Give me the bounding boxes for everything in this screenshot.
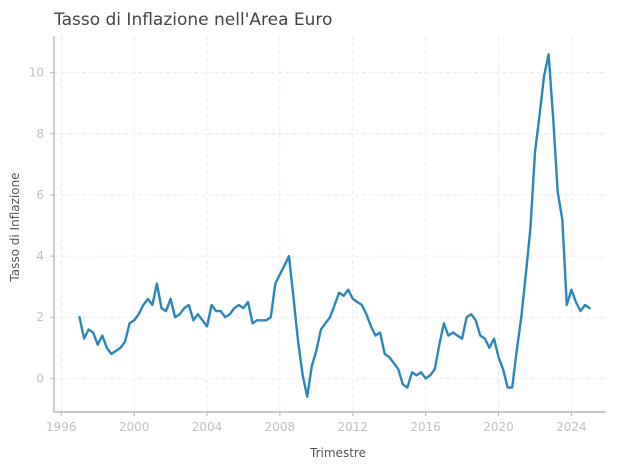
x-tick-label: 2024 <box>556 420 587 434</box>
series <box>78 53 591 398</box>
y-tick-label: 4 <box>36 249 44 263</box>
axes <box>53 36 606 413</box>
x-tick-label: 2000 <box>119 420 150 434</box>
x-axis-label: Trimestre <box>309 446 366 460</box>
series-line <box>78 53 591 398</box>
x-tick-label: 2012 <box>337 420 368 434</box>
x-tick-label: 2004 <box>192 420 223 434</box>
x-tick-label: 2020 <box>483 420 514 434</box>
x-tick-label: 1996 <box>46 420 77 434</box>
y-tick-label: 0 <box>36 371 44 385</box>
y-axis-label: Tasso di Inflazione <box>8 172 22 282</box>
y-tick-label: 6 <box>36 188 44 202</box>
y-tick-label: 8 <box>36 127 44 141</box>
y-tick-label: 2 <box>36 310 44 324</box>
x-tick-label: 2008 <box>265 420 296 434</box>
grid <box>54 36 606 412</box>
chart-title: Tasso di Inflazione nell'Area Euro <box>53 10 332 30</box>
y-tick-label: 10 <box>29 66 44 80</box>
x-tick-label: 2016 <box>410 420 441 434</box>
ticks: 1996 2000 2004 2008 2012 2016 2020 2024 0 2 4 6 8 10 <box>29 66 587 434</box>
